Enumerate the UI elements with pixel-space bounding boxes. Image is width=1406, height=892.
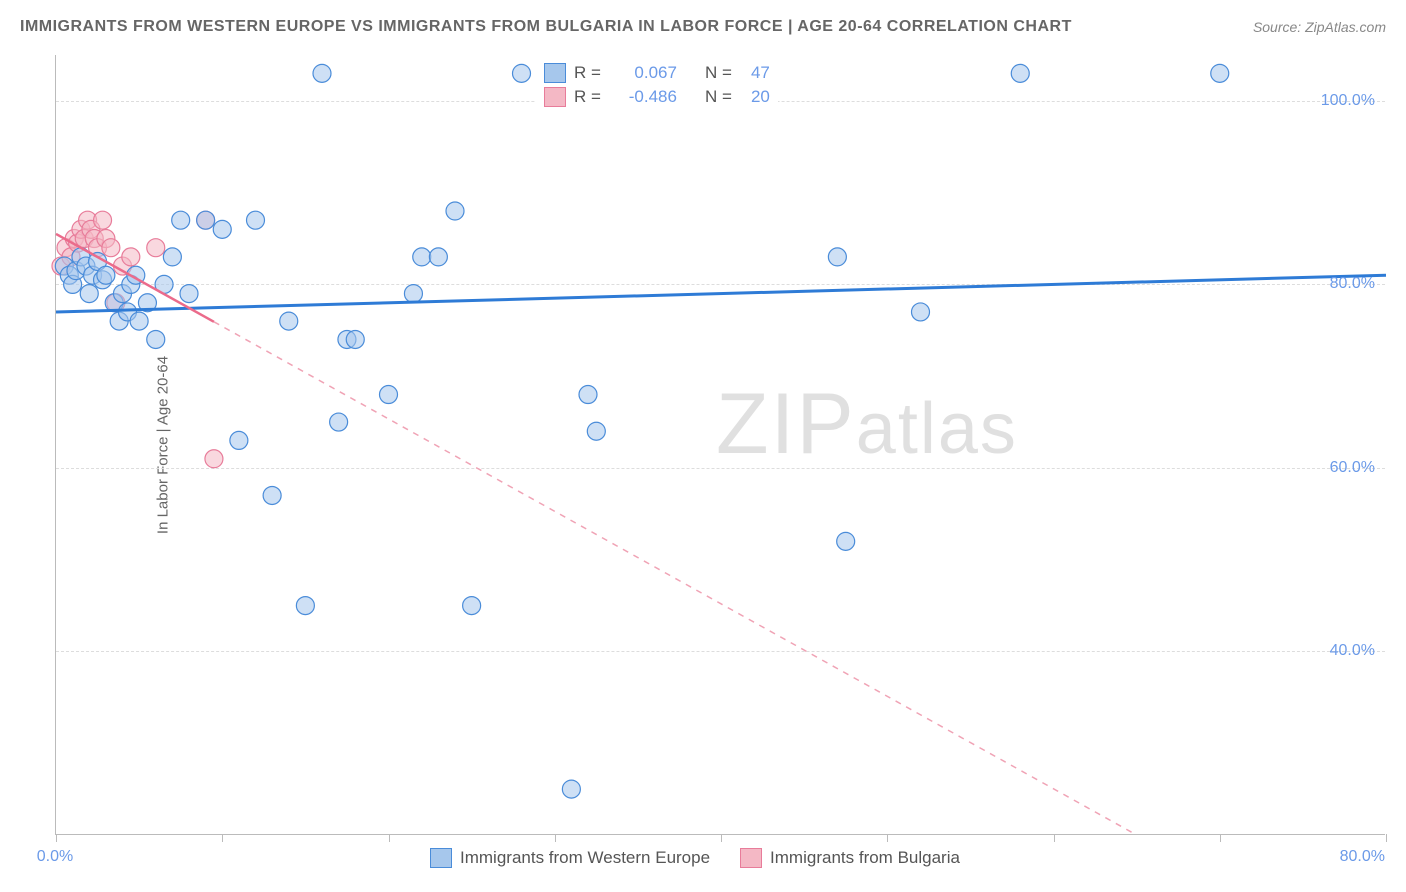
x-tick bbox=[1220, 834, 1221, 842]
data-point bbox=[587, 422, 605, 440]
x-tick bbox=[721, 834, 722, 842]
x-tick-label: 80.0% bbox=[1340, 848, 1385, 866]
legend-swatch bbox=[430, 848, 452, 868]
x-tick bbox=[555, 834, 556, 842]
r-label: R = bbox=[574, 63, 601, 83]
data-point bbox=[147, 330, 165, 348]
legend-item: Immigrants from Western Europe bbox=[430, 848, 710, 868]
correlation-legend: R = 0.067 N = 47 R = -0.486 N = 20 bbox=[536, 61, 778, 109]
n-value: 20 bbox=[740, 87, 770, 107]
source-label: Source: ZipAtlas.com bbox=[1253, 19, 1386, 35]
data-point bbox=[263, 486, 281, 504]
r-value: -0.486 bbox=[609, 87, 677, 107]
x-tick bbox=[887, 834, 888, 842]
legend-swatch bbox=[740, 848, 762, 868]
data-point bbox=[330, 413, 348, 431]
data-point bbox=[172, 211, 190, 229]
data-point bbox=[346, 330, 364, 348]
data-point bbox=[429, 248, 447, 266]
x-tick bbox=[389, 834, 390, 842]
data-point bbox=[912, 303, 930, 321]
data-point bbox=[446, 202, 464, 220]
data-point bbox=[1211, 64, 1229, 82]
data-point bbox=[828, 248, 846, 266]
data-point bbox=[205, 450, 223, 468]
n-value: 47 bbox=[740, 63, 770, 83]
scatter-chart bbox=[56, 55, 1385, 834]
data-point bbox=[147, 239, 165, 257]
y-tick-label: 100.0% bbox=[1321, 92, 1375, 110]
legend-row: R = -0.486 N = 20 bbox=[536, 85, 778, 109]
x-tick-label: 0.0% bbox=[37, 848, 73, 866]
legend-label: Immigrants from Western Europe bbox=[460, 848, 710, 868]
legend-swatch bbox=[544, 63, 566, 83]
y-tick-label: 80.0% bbox=[1330, 275, 1375, 293]
legend-label: Immigrants from Bulgaria bbox=[770, 848, 960, 868]
data-point bbox=[230, 431, 248, 449]
data-point bbox=[513, 64, 531, 82]
trend-line bbox=[214, 322, 1137, 835]
y-tick-label: 60.0% bbox=[1330, 459, 1375, 477]
n-label: N = bbox=[705, 87, 732, 107]
legend-swatch bbox=[544, 87, 566, 107]
data-point bbox=[562, 780, 580, 798]
x-tick bbox=[56, 834, 57, 842]
data-point bbox=[122, 248, 140, 266]
data-point bbox=[280, 312, 298, 330]
data-point bbox=[404, 285, 422, 303]
data-point bbox=[296, 597, 314, 615]
data-point bbox=[413, 248, 431, 266]
y-tick-label: 40.0% bbox=[1330, 642, 1375, 660]
data-point bbox=[380, 386, 398, 404]
data-point bbox=[579, 386, 597, 404]
data-point bbox=[102, 239, 120, 257]
legend-row: R = 0.067 N = 47 bbox=[536, 61, 778, 85]
x-tick bbox=[1386, 834, 1387, 842]
data-point bbox=[94, 211, 112, 229]
data-point bbox=[313, 64, 331, 82]
data-point bbox=[1011, 64, 1029, 82]
trend-line bbox=[56, 275, 1386, 312]
plot-area: In Labor Force | Age 20-64 ZIPatlas R = … bbox=[55, 55, 1385, 835]
x-tick bbox=[222, 834, 223, 842]
data-point bbox=[163, 248, 181, 266]
data-point bbox=[197, 211, 215, 229]
n-label: N = bbox=[705, 63, 732, 83]
series-legend: Immigrants from Western Europe Immigrant… bbox=[430, 848, 960, 868]
x-tick bbox=[1054, 834, 1055, 842]
data-point bbox=[80, 285, 98, 303]
chart-title: IMMIGRANTS FROM WESTERN EUROPE VS IMMIGR… bbox=[20, 18, 1072, 36]
data-point bbox=[213, 220, 231, 238]
r-label: R = bbox=[574, 87, 601, 107]
title-bar: IMMIGRANTS FROM WESTERN EUROPE VS IMMIGR… bbox=[20, 18, 1386, 36]
legend-item: Immigrants from Bulgaria bbox=[740, 848, 960, 868]
data-point bbox=[180, 285, 198, 303]
data-point bbox=[130, 312, 148, 330]
r-value: 0.067 bbox=[609, 63, 677, 83]
data-point bbox=[837, 532, 855, 550]
data-point bbox=[97, 266, 115, 284]
data-point bbox=[247, 211, 265, 229]
data-point bbox=[463, 597, 481, 615]
